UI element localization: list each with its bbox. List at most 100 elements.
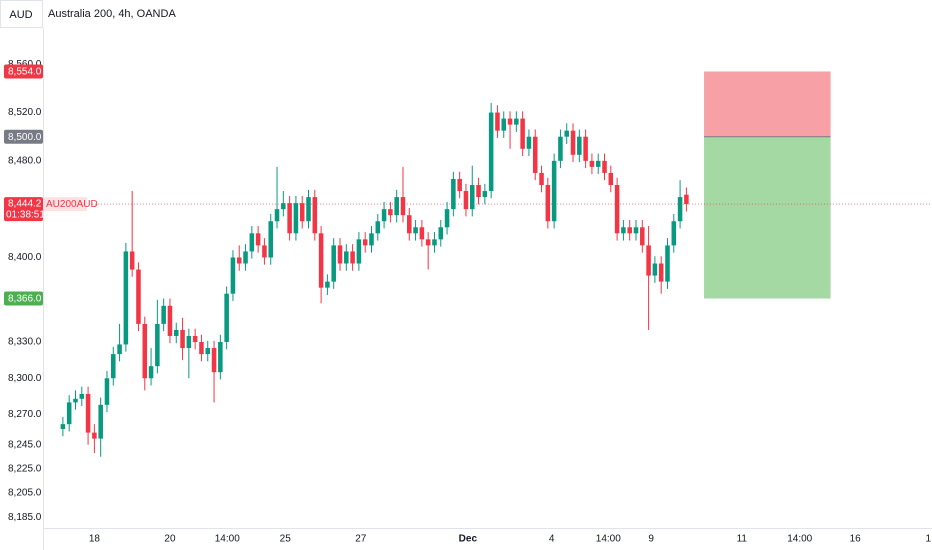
candle-body (558, 136, 563, 161)
candle-body (117, 344, 122, 355)
currency-box[interactable] (0, 0, 43, 28)
x-tick-label: 16 (850, 534, 862, 545)
candle-body (640, 227, 645, 246)
y-tick-label: 8,245.0 (8, 439, 42, 450)
y-tick-label: 8,300.0 (8, 373, 42, 384)
candle-body (274, 209, 280, 222)
candle-body (677, 197, 683, 222)
plot (44, 71, 932, 457)
candle-body (92, 432, 97, 439)
last-price-marker (4, 197, 43, 222)
x-tick-label: 9 (648, 534, 654, 545)
candle-body (73, 398, 78, 403)
candle-body (331, 245, 336, 282)
price-marker (4, 129, 43, 144)
candle-body (388, 209, 393, 216)
candle-body (476, 185, 481, 198)
candle-body (532, 136, 538, 173)
y-tick-label: 8,480.0 (8, 155, 42, 166)
target-zone (704, 136, 831, 299)
candle-body (136, 269, 141, 324)
candle-body (595, 160, 601, 167)
candle-body (495, 112, 500, 131)
candle-body (608, 172, 614, 186)
stop-zone (704, 71, 831, 137)
candle-body (243, 251, 248, 264)
candle-body (545, 185, 551, 222)
x-tick-label: 20 (164, 534, 176, 545)
x-tick-label: 14:00 (787, 534, 812, 545)
y-tick-label: 8,400.0 (8, 252, 42, 263)
candle-body (375, 221, 381, 234)
candle-body (589, 160, 595, 167)
candle-body (520, 118, 525, 149)
candle-body (665, 245, 670, 282)
candle-body (79, 393, 85, 399)
candle-body (66, 402, 72, 425)
candle-body (325, 281, 330, 288)
x-tick-label: Dec (459, 534, 478, 545)
candle-body (407, 215, 412, 234)
candle-body (173, 329, 179, 336)
candle-body (463, 191, 469, 210)
candle-body (180, 329, 185, 349)
y-tick-label: 8,330.0 (8, 337, 42, 348)
y-tick-label: 8,205.0 (8, 488, 42, 499)
candle-body (85, 393, 91, 433)
candle-body (186, 335, 192, 349)
candle-body (627, 227, 632, 234)
candle-body (148, 366, 154, 379)
price-marker-label: 8,366.0 (8, 294, 42, 305)
candle-body (457, 178, 462, 192)
candle-body (161, 305, 166, 324)
axis-layer: 8,560.0 8,520.0 8,480.0 8,400.0 8,330.0 8,300… (4, 59, 931, 545)
x-tick-label: 1 (925, 534, 931, 545)
candle-body (501, 118, 507, 131)
candle-body (482, 191, 488, 198)
x-tick-label: 27 (355, 534, 367, 545)
candle-body (192, 335, 198, 343)
x-tick-label: 25 (280, 534, 292, 545)
candle-body (218, 342, 223, 373)
candle-body (514, 118, 519, 125)
candle-body (652, 263, 658, 276)
currency[interactable]: AUD (9, 9, 32, 21)
candle-body (362, 239, 368, 246)
candle-body (621, 227, 626, 234)
candle-body (633, 227, 639, 234)
symbol-label: AU200AUD (46, 199, 98, 210)
candle-body (577, 136, 582, 155)
candle-body (444, 209, 450, 228)
x-tick-label: 18 (89, 534, 101, 545)
candle-body (199, 342, 204, 355)
candle-body (394, 197, 399, 216)
candle-body (255, 233, 261, 246)
candle-body (211, 348, 217, 373)
chart-title: Australia 200, 4h, OANDA (48, 8, 176, 20)
candle-body (104, 378, 110, 405)
candle-body (155, 323, 160, 367)
candle-body (551, 160, 557, 222)
candle-body (98, 404, 103, 439)
price-marker (4, 64, 43, 79)
candle-body (526, 136, 532, 149)
price-marker (4, 291, 43, 306)
candle-body (318, 233, 324, 288)
candle-body (684, 194, 689, 205)
candle-body (488, 112, 494, 192)
candle-body (205, 348, 211, 355)
candle-body (167, 305, 173, 336)
candle-body (268, 221, 273, 258)
candle-body (419, 227, 425, 240)
x-tick-label: 11 (737, 534, 748, 545)
candle-body (438, 227, 444, 240)
candle-body (236, 257, 242, 264)
x-tick-label: 14:00 (596, 534, 621, 545)
candle-body (671, 221, 677, 246)
y-tick-label: 8,270.0 (8, 409, 42, 420)
candle-body (262, 245, 267, 258)
candle-body (299, 203, 305, 222)
candle-body (249, 233, 255, 252)
candle-body (287, 203, 292, 234)
